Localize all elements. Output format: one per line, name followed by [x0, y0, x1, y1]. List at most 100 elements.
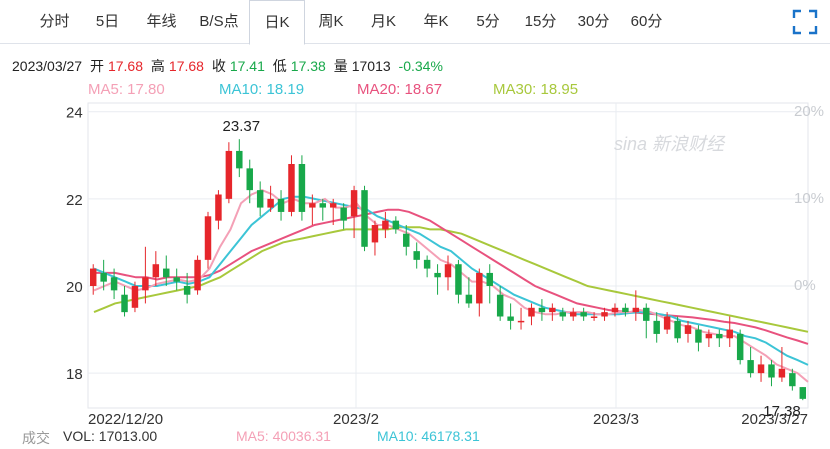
tab-3[interactable]: B/S点 [199, 12, 239, 30]
candle-body [288, 164, 295, 212]
x-tick-label: 2023/3 [593, 411, 639, 428]
y-tick-label: 20 [66, 279, 83, 296]
tab-10[interactable]: 30分 [577, 12, 610, 30]
candle-body [757, 364, 765, 374]
candle-body [403, 233, 410, 247]
change-value: -0.34% [398, 58, 443, 74]
candle-body [423, 259, 431, 269]
candle-body [674, 320, 681, 339]
volume-vol: VOL: 17013.00 [63, 428, 158, 444]
candle-body [684, 325, 692, 334]
candle-body [309, 203, 316, 208]
candle-body [89, 268, 97, 286]
y-right-tick-label: 20% [794, 103, 824, 120]
candle-body [695, 329, 702, 343]
tab-11[interactable]: 60分 [630, 12, 663, 30]
volume-header: 成交 VOL: 17013.00 MA5: 40036.31 MA10: 461… [0, 428, 830, 448]
candle-body [319, 203, 327, 208]
tab-4[interactable]: 日K [249, 0, 305, 45]
y-right-tick-label: 10% [794, 190, 824, 207]
vol-label: 量 [333, 58, 348, 74]
fullscreen-icon[interactable] [792, 9, 818, 35]
candle-body [371, 225, 379, 243]
volume-ma5: MA5: 40036.31 [236, 428, 331, 444]
candle-body [277, 198, 285, 212]
candle-body [517, 320, 525, 323]
tab-5[interactable]: 周K [318, 12, 344, 30]
y-tick-label: 22 [66, 192, 83, 209]
info-date: 2023/03/27 [12, 58, 83, 74]
ma-legend: MA5: 17.80 MA10: 18.19 MA20: 18.67 MA30:… [0, 81, 830, 101]
max-price-label: 23.37 [223, 118, 261, 135]
candle-body [736, 333, 744, 361]
candle-body [256, 190, 264, 208]
low-label: 低 [272, 58, 287, 74]
x-tick-label: 2023/2 [333, 411, 379, 428]
ma20-legend: MA20: 18.67 [357, 81, 443, 98]
candle-body [507, 316, 514, 321]
tab-1[interactable]: 5日 [95, 12, 120, 30]
tab-0[interactable]: 分时 [39, 12, 70, 30]
ohlc-info: 2023/03/27 开 17.68 高 17.68 收 17.41 低 17.38 量… [12, 56, 447, 76]
candle-body [496, 294, 504, 317]
candle-body [590, 316, 598, 318]
chart-frame [87, 102, 809, 409]
tab-9[interactable]: 15分 [524, 12, 557, 30]
candle-body [298, 164, 306, 212]
open-label: 开 [89, 58, 104, 74]
y-right-tick-label: 0% [794, 277, 816, 294]
candle-body [225, 150, 233, 199]
candle-body [392, 220, 400, 230]
candle-body [121, 294, 128, 313]
candle-body [622, 307, 629, 313]
low-value: 17.38 [290, 58, 326, 74]
x-tick-label: 2023/3/27 [741, 411, 808, 428]
close-label: 收 [211, 58, 226, 74]
candle-body [413, 251, 420, 260]
min-price-label: 17.38 [763, 403, 801, 420]
tab-2[interactable]: 年线 [146, 12, 177, 30]
candle-body [476, 272, 483, 304]
candle-body [340, 207, 347, 221]
candle-body [705, 333, 713, 339]
candle-body [267, 198, 274, 208]
vol-value: 17013 [351, 58, 391, 74]
candle-body [236, 150, 243, 169]
tab-7[interactable]: 年K [423, 12, 449, 30]
candle-body [611, 307, 619, 313]
candle-body [361, 190, 368, 247]
candle-body [204, 216, 212, 260]
candle-body [789, 373, 796, 387]
candle-body [559, 312, 567, 317]
candle-body [163, 268, 170, 278]
candle-body [455, 264, 462, 295]
candle-body [799, 387, 807, 399]
y-tick-label: 24 [66, 105, 83, 122]
candle-body [131, 286, 139, 308]
candle-body [716, 333, 723, 339]
close-value: 17.41 [229, 58, 265, 74]
y-tick-label: 18 [66, 366, 83, 383]
ma10-line [93, 195, 809, 366]
candle-body [183, 286, 191, 295]
candle-body [663, 316, 671, 330]
volume-ma10: MA10: 46178.31 [377, 428, 480, 444]
tab-8[interactable]: 5分 [476, 12, 500, 30]
candle-body [194, 259, 201, 291]
high-label: 高 [150, 58, 165, 74]
candle-body [747, 360, 754, 374]
candle-body [726, 329, 733, 339]
x-tick-label: 2022/12/20 [88, 411, 163, 428]
candle-body [152, 264, 160, 278]
volume-title: 成交 [22, 430, 50, 446]
high-value: 17.68 [168, 58, 204, 74]
candle-body [768, 364, 775, 378]
candle-body [549, 307, 556, 313]
tab-6[interactable]: 月K [370, 12, 396, 30]
candle-body [100, 272, 107, 282]
candle-body [538, 307, 546, 313]
candle-body [580, 312, 587, 317]
candle-body [486, 272, 493, 286]
candle-body [246, 168, 253, 191]
